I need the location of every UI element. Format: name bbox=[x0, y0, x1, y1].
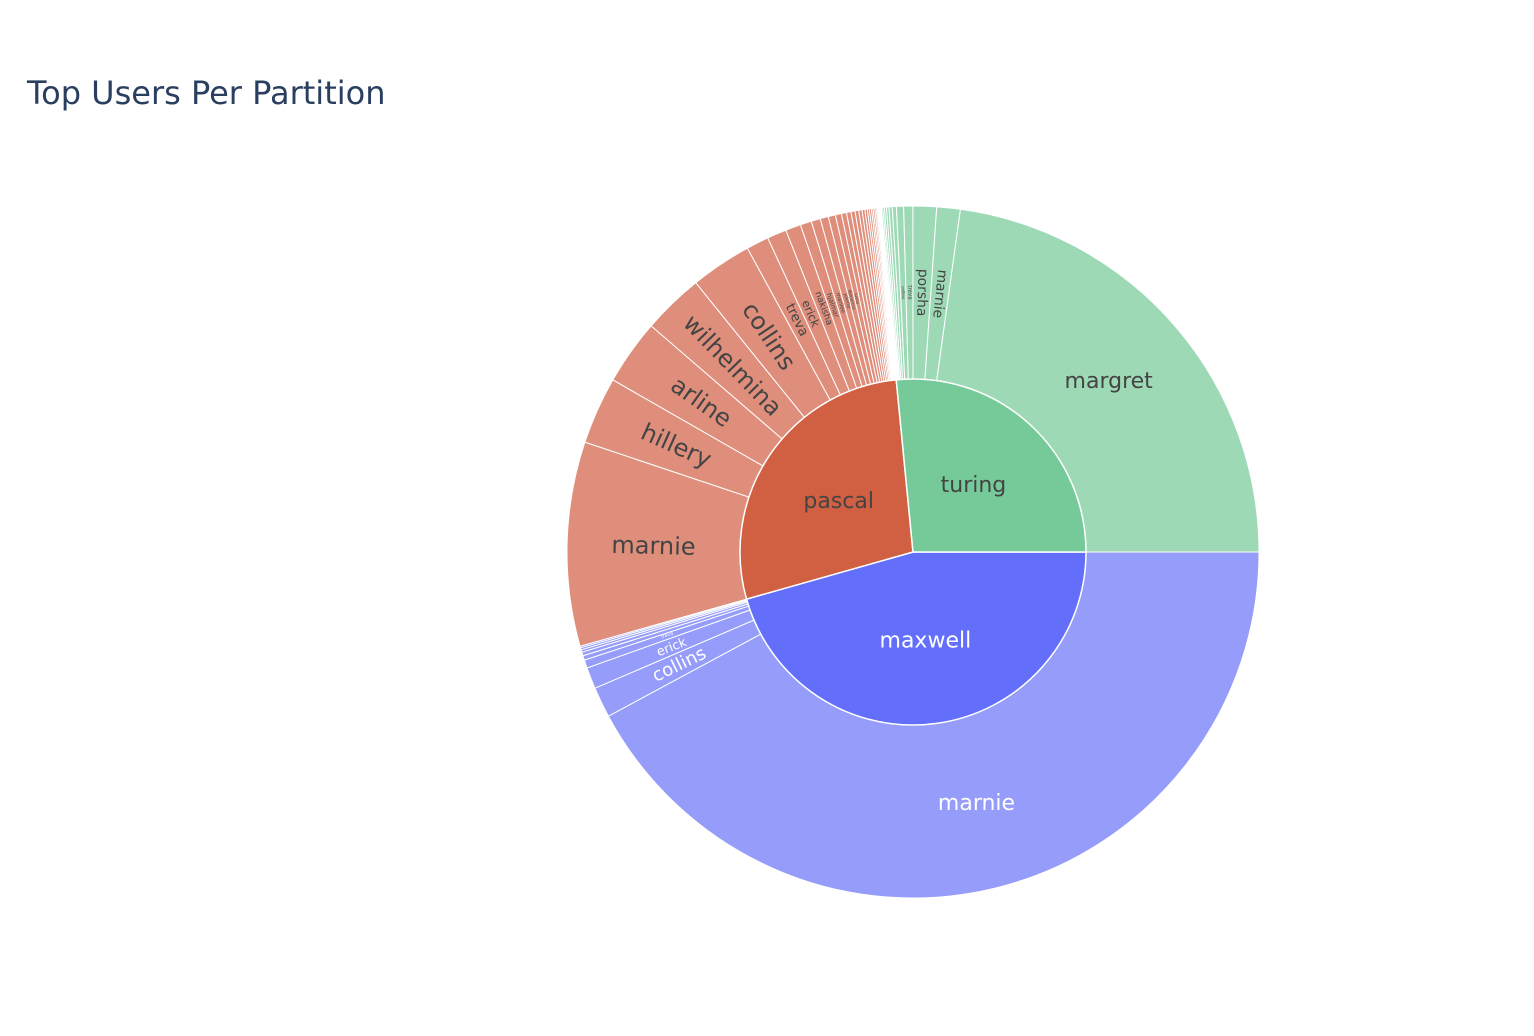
segment-label-turing-margret: margret bbox=[1065, 369, 1154, 394]
segment-label-turing-porsha: porsha bbox=[913, 269, 931, 317]
segment-label-turing-collins: collins bbox=[901, 286, 906, 299]
partition-label-maxwell: maxwell bbox=[880, 629, 972, 654]
partition-turing[interactable] bbox=[895, 378, 1087, 553]
segment-label-pascal-luella: luella bbox=[853, 293, 860, 305]
outer-ring bbox=[566, 205, 1260, 899]
partition-label-turing: turing bbox=[941, 473, 1007, 498]
partition-label-pascal: pascal bbox=[803, 489, 874, 514]
segment-label-maxwell-marnie: marnie bbox=[938, 791, 1015, 816]
segment-label-pascal-demarcus: demarcus bbox=[847, 289, 857, 310]
chart-title: Top Users Per Partition bbox=[27, 74, 386, 112]
segment-label-pascal-jolette: jolette bbox=[842, 292, 852, 309]
segment-label-pascal-marnie: marnie bbox=[611, 531, 696, 561]
segment-label-turing-treva: treva bbox=[906, 285, 912, 299]
segment-label-maxwell-treva: treva bbox=[660, 631, 674, 641]
partition-pascal[interactable] bbox=[739, 378, 914, 601]
segment-label-pascal-marilee: marilee bbox=[834, 292, 846, 314]
partition-maxwell[interactable] bbox=[745, 551, 1087, 726]
inner-ring bbox=[739, 378, 1087, 726]
segment-label-turing-marnie: marnie bbox=[929, 269, 950, 319]
